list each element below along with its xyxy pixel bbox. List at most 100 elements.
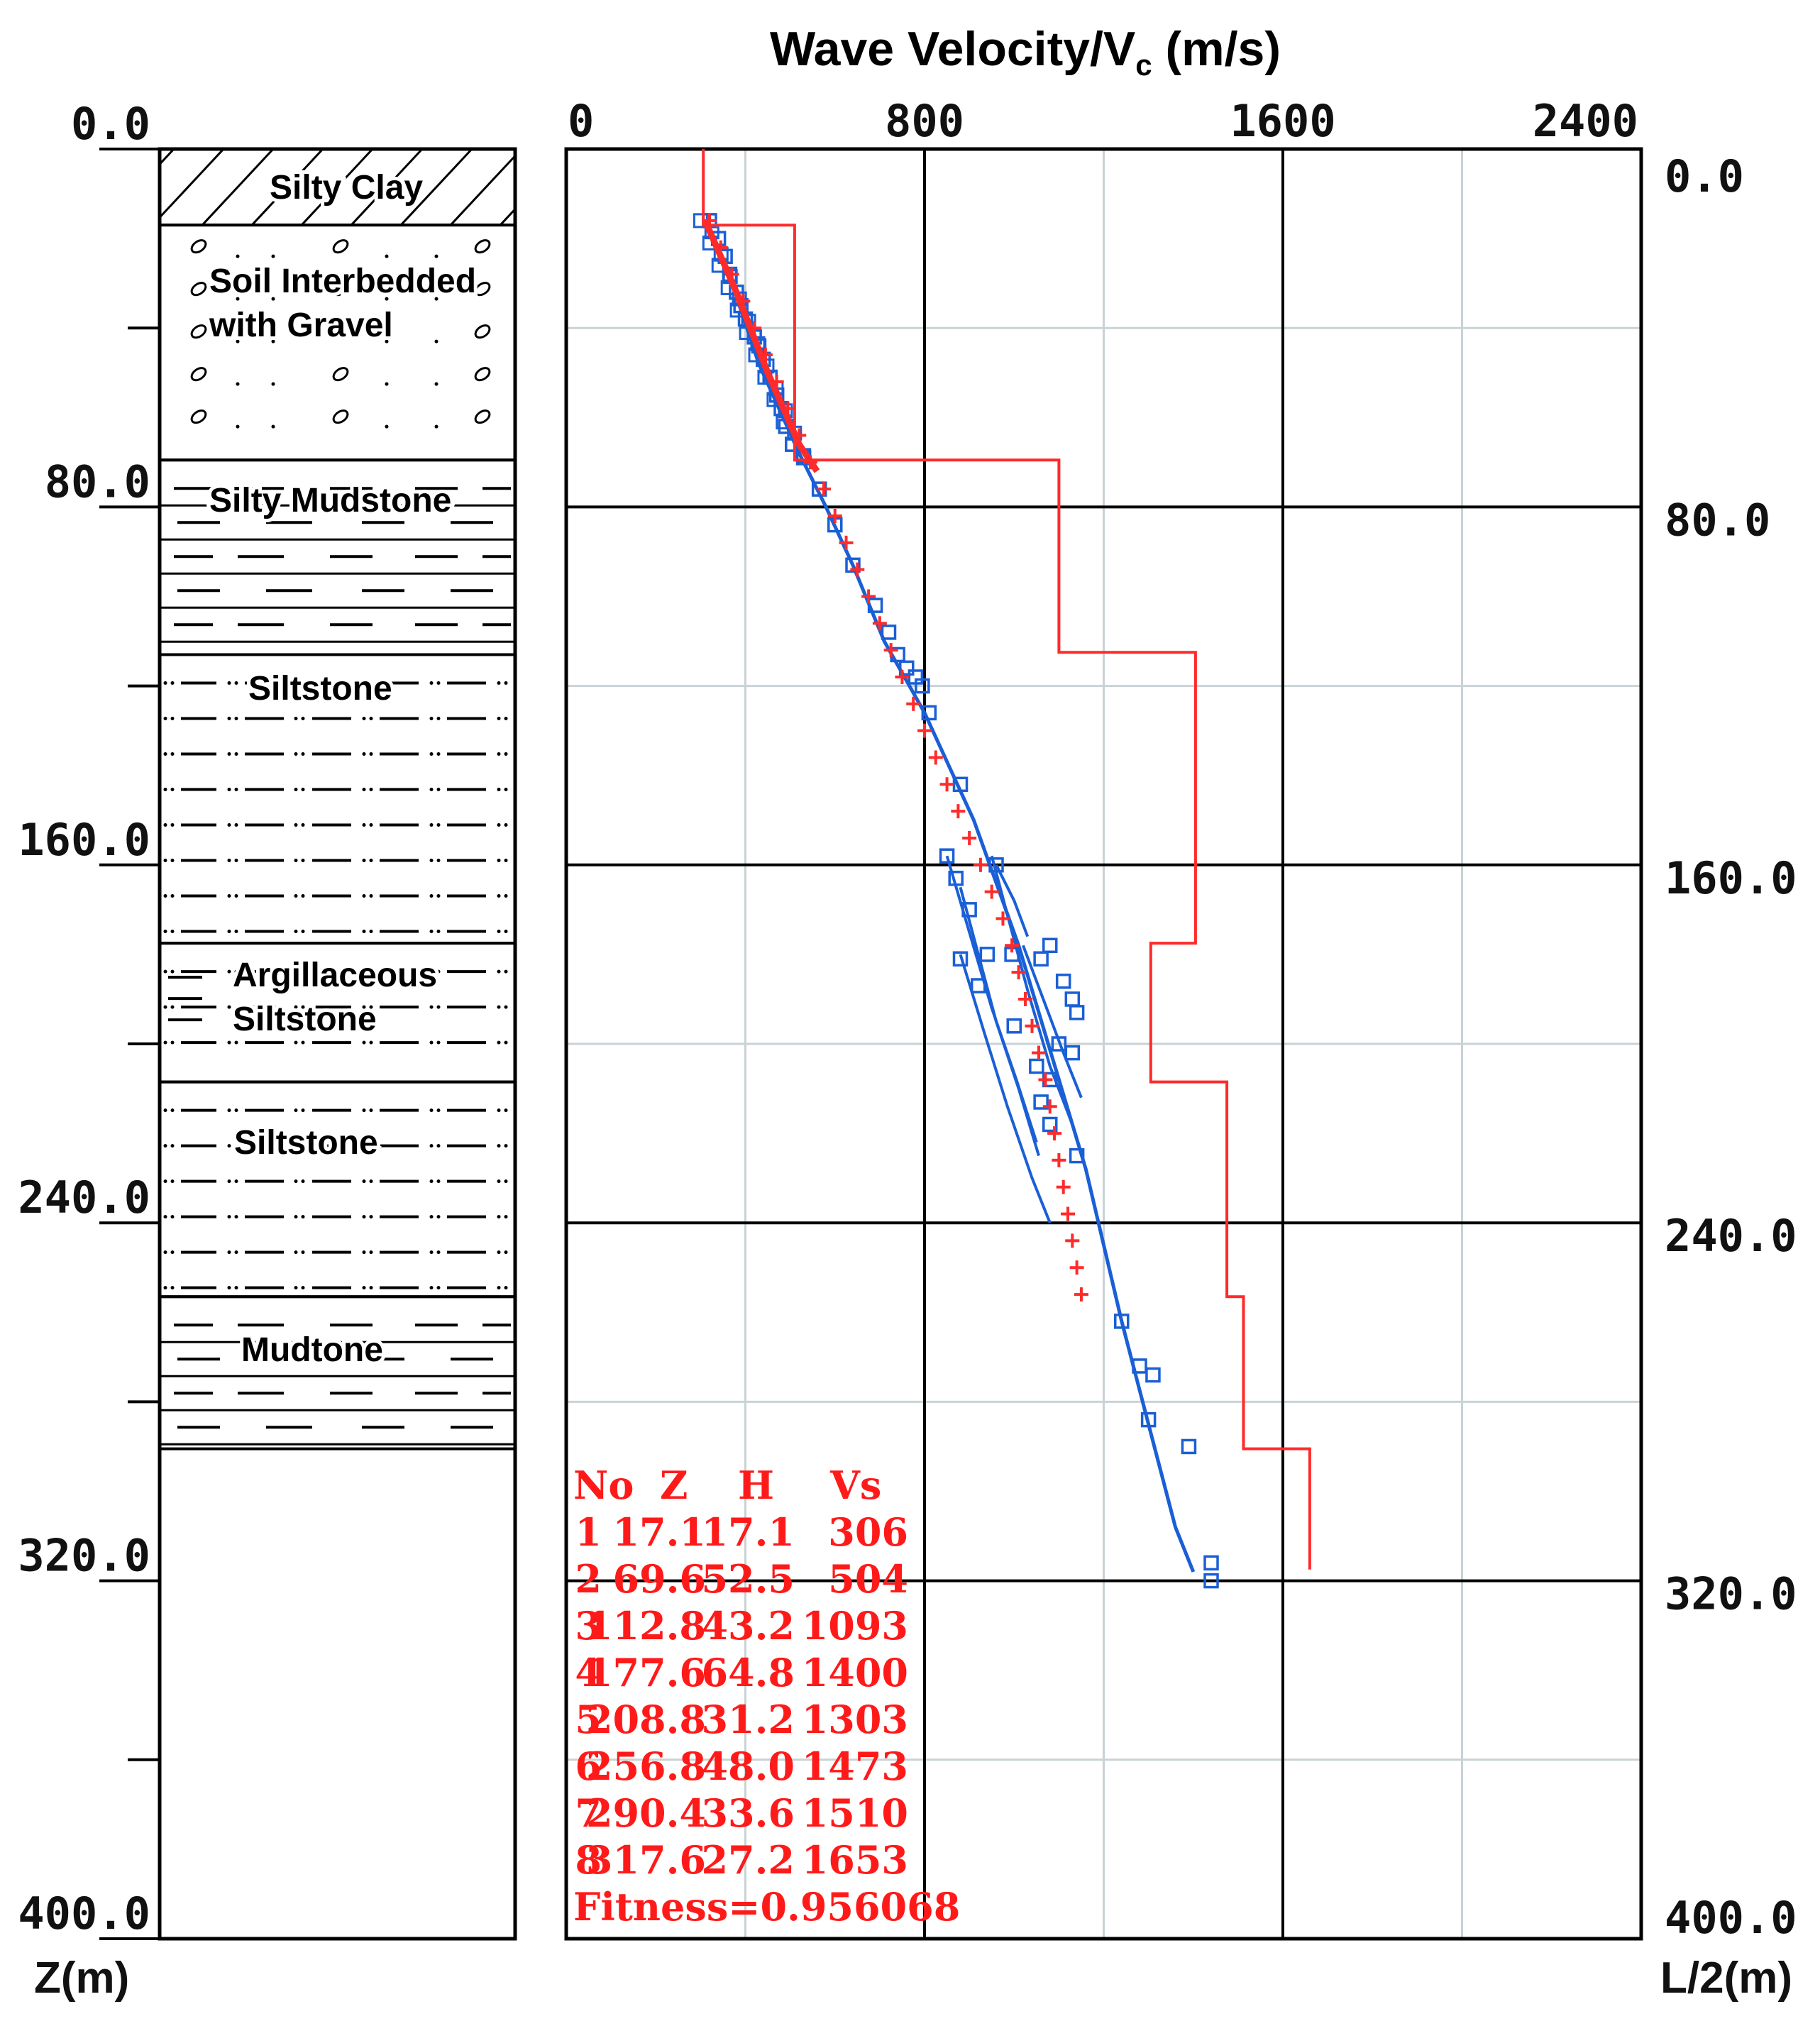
measured-point-marker: [881, 624, 897, 640]
lithology-dot: [234, 1250, 238, 1255]
measured-point-marker: [845, 557, 861, 573]
lithology-dot: [234, 1040, 238, 1045]
lithology-dot: [234, 929, 238, 933]
results-cell: 112.8: [586, 1603, 706, 1648]
lithology-dot: [234, 1215, 238, 1219]
lithology-dot: [301, 787, 305, 791]
calculated-point-cross: [973, 857, 988, 872]
measured-point-marker: [971, 978, 986, 993]
lithology-dot: [170, 1005, 175, 1009]
lithology-dot: [362, 1179, 366, 1184]
lithology-dot: [234, 822, 238, 827]
measured-point-marker: [1029, 1058, 1044, 1074]
lithology-dot: [429, 1005, 434, 1009]
results-cell: 1400: [802, 1650, 908, 1695]
lithology-dot: [436, 716, 441, 720]
depth-tick-label: 0.0: [71, 98, 150, 150]
gravel-pebble: [332, 239, 349, 254]
lithology-dot: [301, 893, 305, 898]
lithology-dot: [234, 787, 238, 791]
fitted-line-branch: [995, 864, 1030, 937]
calculated-point-cross: [962, 830, 977, 845]
lithology-dot: [234, 1286, 238, 1290]
lithology-dot: [163, 893, 167, 898]
lithology-dot: [294, 681, 298, 685]
lithology-dot: [170, 1215, 175, 1219]
depth-right-tick-label: 0.0: [1665, 150, 1744, 202]
velocity-tick-label: 800: [885, 95, 964, 147]
fitted-line-branch: [1022, 945, 1083, 1099]
lithology-dot: [170, 893, 175, 898]
gravel-pebble: [190, 367, 207, 382]
calculated-point-cross: [861, 589, 876, 604]
calculated-point-cross: [984, 884, 999, 899]
lithology-dot: [234, 1144, 238, 1148]
lithology-dot: [497, 787, 501, 791]
calculated-point-cross: [1065, 1233, 1080, 1248]
results-cell: 256.8: [586, 1744, 706, 1789]
calculated-point-cross: [883, 643, 898, 658]
lithology-dot: [227, 716, 231, 720]
calculated-point-cross: [1052, 1152, 1066, 1167]
depth-right-tick-label: 320.0: [1665, 1568, 1797, 1620]
lithology-dot: [234, 1179, 238, 1184]
results-cell: 17.1: [701, 1509, 795, 1555]
lithology-dot: [236, 339, 240, 343]
velocity-tick-label: 1600: [1230, 95, 1335, 147]
lithology-dot: [170, 752, 175, 756]
stratum-name-label: Siltstone: [233, 1001, 377, 1038]
calculated-point-cross: [850, 562, 865, 577]
lithology-dot: [436, 1179, 441, 1184]
velocity-plot-area: [564, 147, 1643, 1941]
depth-right-tick-label: 80.0: [1665, 494, 1770, 546]
lithology-dot: [497, 716, 501, 720]
lithology-dot: [301, 1144, 305, 1148]
lithology-dot: [436, 822, 441, 827]
lithology-dot: [497, 893, 501, 898]
gravel-pebble: [474, 409, 491, 424]
depth-tick-label: 160.0: [18, 814, 150, 866]
lithology-dot: [301, 822, 305, 827]
lithology-dot: [504, 1005, 508, 1009]
stratum-name-label: with Gravel: [209, 307, 393, 344]
grid-lines: [566, 149, 1641, 1939]
lithology-dot: [436, 1005, 441, 1009]
lithology-dot: [163, 1286, 167, 1290]
results-header-cell: No: [573, 1463, 634, 1508]
stratum-name-label: Siltstone: [234, 1124, 378, 1162]
lithology-dot: [436, 858, 441, 862]
lithology-dot: [170, 681, 175, 685]
lithology-dot: [294, 1179, 298, 1184]
lithology-dot: [504, 1250, 508, 1255]
gravel-pebble: [474, 282, 491, 297]
calculated-point-cross: [1061, 1206, 1075, 1221]
lithology-dot: [301, 1108, 305, 1113]
lithology-dot: [369, 1179, 373, 1184]
lithology-dot: [294, 716, 298, 720]
gravel-pebble: [332, 282, 349, 297]
lithology-dot: [227, 1040, 231, 1045]
lithology-dot: [362, 858, 366, 862]
lithology-dot: [434, 297, 439, 301]
lithology-dot: [385, 382, 389, 386]
lithology-dot: [434, 254, 439, 258]
lithology-dot: [163, 858, 167, 862]
lithology-dot: [385, 424, 389, 429]
results-cell: 177.6: [586, 1650, 706, 1695]
results-cell: 17.1: [612, 1509, 706, 1555]
lithology-dot: [497, 1286, 501, 1290]
lithology-dot: [497, 752, 501, 756]
lithology-dot: [227, 1215, 231, 1219]
lithology-dot: [163, 1040, 167, 1045]
lithology-dot: [163, 1005, 167, 1009]
lithology-dot: [436, 1040, 441, 1045]
lithology-dot: [301, 969, 305, 974]
lithology-dot: [436, 1215, 441, 1219]
lithology-dot: [170, 716, 175, 720]
lithology-dot: [163, 681, 167, 685]
lithology-dot: [163, 752, 167, 756]
clay-hatch-line: [201, 149, 275, 226]
lithology-dot: [504, 1108, 508, 1113]
calculated-point-cross: [839, 535, 854, 550]
